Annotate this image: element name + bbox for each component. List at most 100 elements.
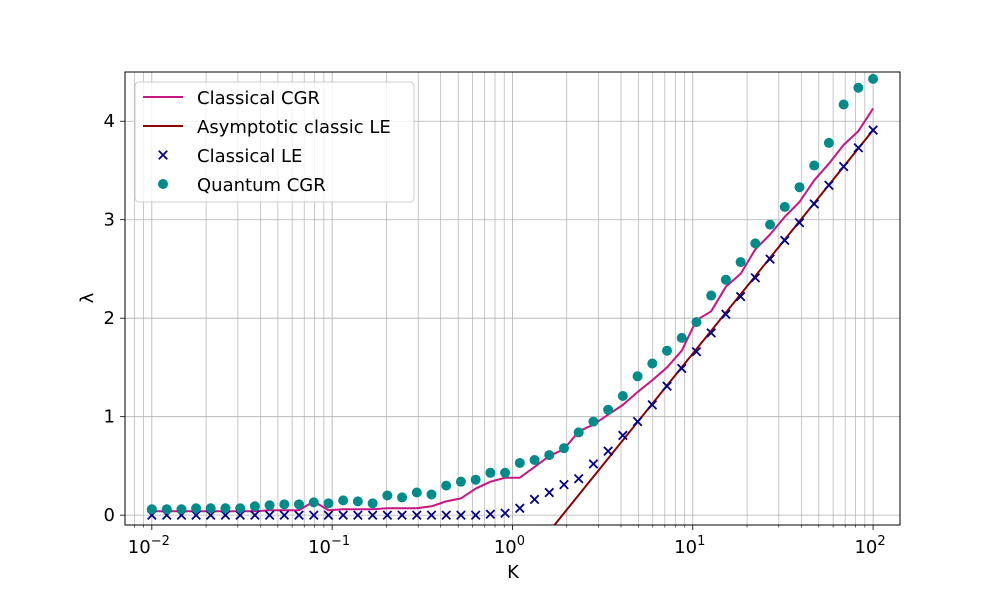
series-classical-cgr (151, 107, 874, 513)
data-point-quantum-cgr (235, 503, 246, 514)
marker-stroke (264, 510, 275, 520)
legend-label-classical-le: Classical LE (197, 146, 302, 167)
data-point-quantum-cgr (853, 82, 864, 93)
data-point-quantum-cgr (308, 497, 319, 508)
y-axis-ticks: 0 1 2 3 4 (104, 111, 125, 526)
data-point-classical-le (750, 272, 761, 283)
data-point-classical-le (603, 446, 613, 456)
data-point-classical-le (765, 254, 775, 264)
marker-stroke (618, 430, 628, 441)
marker-stroke (588, 459, 599, 469)
marker-stroke (500, 508, 510, 519)
data-point-classical-le (544, 487, 555, 498)
data-point-quantum-cgr (647, 358, 658, 369)
x-tick-label: 100 (494, 534, 525, 558)
data-point-quantum-cgr (588, 416, 599, 427)
data-point-classical-le (529, 494, 540, 505)
marker-stroke (676, 363, 687, 374)
series-quantum-cgr (146, 73, 879, 515)
y-tick-label: 1 (104, 407, 115, 428)
marker-stroke (603, 446, 613, 456)
data-point-quantum-cgr (868, 73, 879, 84)
data-point-classical-le (838, 161, 849, 172)
data-point-quantum-cgr (367, 498, 378, 509)
marker-stroke (353, 510, 363, 520)
data-point-quantum-cgr (146, 504, 157, 515)
data-point-quantum-cgr (823, 137, 834, 148)
marker-stroke (250, 510, 260, 520)
x-axis-ticks: 10−2 10−1 100 101 102 (128, 525, 886, 558)
data-point-classical-le (662, 381, 672, 391)
data-point-quantum-cgr (338, 495, 349, 506)
legend-item-asymptotic: Asymptotic classic LE (143, 117, 391, 138)
marker-stroke (853, 142, 864, 153)
data-point-classical-le (721, 309, 731, 320)
data-point-quantum-cgr (441, 480, 452, 491)
data-point-quantum-cgr (558, 443, 569, 454)
marker-stroke (559, 479, 569, 490)
data-point-quantum-cgr (249, 501, 260, 512)
data-point-classical-le (824, 180, 834, 191)
data-point-classical-le (470, 510, 481, 520)
x-tick-label: 10−1 (308, 534, 350, 558)
data-point-quantum-cgr (544, 450, 555, 461)
y-tick-label: 0 (104, 505, 115, 526)
data-point-classical-le (735, 291, 746, 302)
marker-stroke (779, 235, 790, 246)
data-point-quantum-cgr (809, 160, 820, 171)
data-point-classical-le (853, 142, 864, 153)
data-point-quantum-cgr (205, 503, 216, 514)
data-point-classical-le (397, 510, 407, 520)
data-point-classical-le (691, 346, 702, 357)
legend-item-quantum-cgr: Quantum CGR (158, 175, 326, 196)
marker-stroke (662, 381, 672, 391)
data-point-quantum-cgr (632, 371, 643, 382)
series-layer (146, 73, 879, 526)
data-point-quantum-cgr (603, 404, 614, 415)
data-point-quantum-cgr (411, 487, 422, 498)
data-point-classical-le (382, 510, 393, 520)
data-point-classical-le (588, 459, 599, 469)
data-point-classical-le (441, 510, 452, 520)
marker-stroke (735, 291, 746, 302)
legend-swatch-quantum-cgr (158, 179, 168, 189)
data-point-classical-le (500, 508, 510, 519)
data-point-classical-le (279, 510, 290, 520)
data-point-classical-le (294, 510, 304, 520)
y-axis-label: λ (77, 292, 98, 303)
data-point-classical-le (264, 510, 275, 520)
marker-stroke (721, 309, 731, 320)
data-point-classical-le (338, 510, 348, 520)
marker-stroke (529, 494, 540, 505)
data-point-classical-le (485, 509, 496, 520)
data-point-quantum-cgr (294, 499, 305, 510)
data-point-quantum-cgr (676, 332, 687, 343)
series-asymptotic-le (553, 129, 874, 526)
x-axis-label: K (507, 562, 520, 583)
marker-stroke (338, 510, 348, 520)
marker-stroke (691, 346, 702, 357)
marker-stroke (382, 510, 393, 520)
data-point-quantum-cgr (382, 490, 393, 501)
data-point-classical-le (323, 510, 334, 520)
marker-stroke (868, 125, 878, 135)
legend-label-classical-cgr: Classical CGR (197, 88, 320, 109)
marker-stroke (632, 416, 643, 427)
marker-stroke (765, 254, 775, 264)
data-point-classical-le (779, 235, 790, 246)
legend-swatch-classical-le (158, 150, 168, 160)
marker-stroke (514, 503, 525, 514)
data-point-classical-le (456, 510, 466, 520)
data-point-quantum-cgr (779, 201, 790, 212)
marker-stroke (323, 510, 334, 520)
legend: Classical CGR Asymptotic classic LE Clas… (134, 81, 415, 203)
data-point-classical-le (308, 510, 319, 520)
data-point-quantum-cgr (323, 498, 334, 509)
data-point-quantum-cgr (352, 496, 363, 507)
data-point-quantum-cgr (191, 503, 202, 514)
y-tick-label: 3 (104, 210, 115, 231)
data-point-classical-le (647, 400, 658, 410)
x-tick-label: 10−2 (128, 534, 170, 558)
data-point-quantum-cgr (735, 257, 746, 268)
